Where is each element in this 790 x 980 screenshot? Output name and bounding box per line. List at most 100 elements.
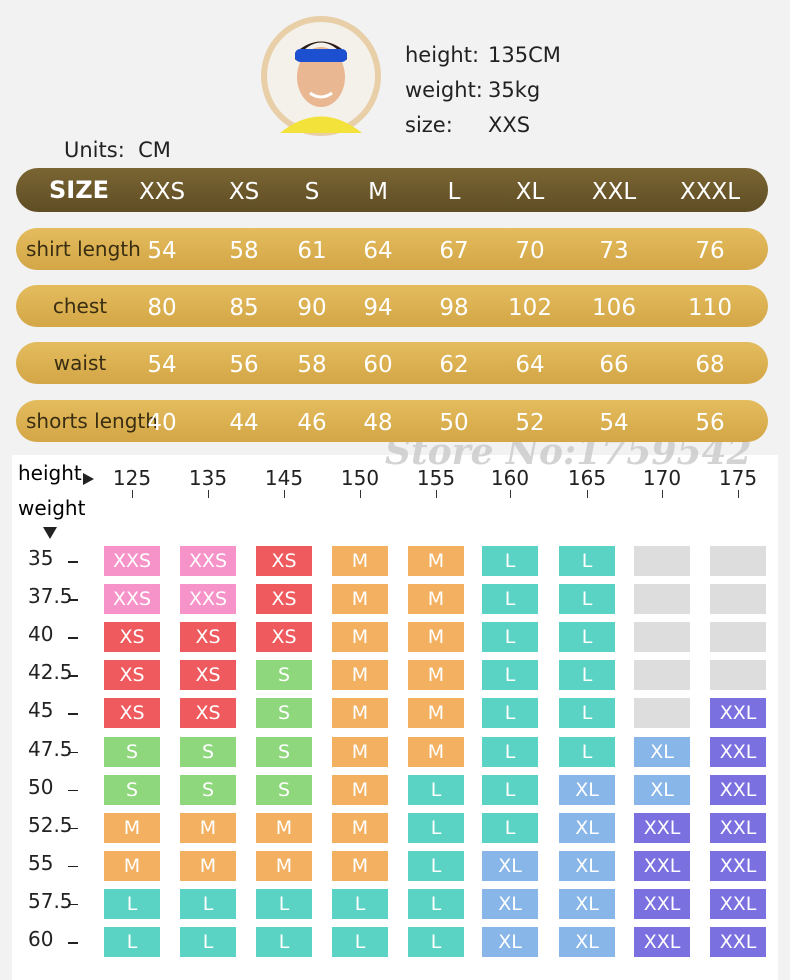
size-cell: M — [256, 812, 312, 843]
weight-value: 60 — [28, 927, 54, 951]
measure: 46 — [297, 410, 327, 436]
size-cell: L — [256, 927, 312, 957]
size-cell: XS — [256, 546, 312, 576]
measure: 58 — [229, 238, 259, 264]
dash — [68, 675, 78, 677]
row-name: shorts length — [26, 409, 158, 433]
size-cell: XS — [104, 622, 160, 653]
measure: 73 — [599, 238, 629, 264]
dash — [68, 827, 78, 830]
size-cell: L — [408, 927, 464, 957]
height-value: 135 — [188, 466, 228, 490]
dash — [68, 789, 78, 792]
model-value: 135CM — [488, 43, 561, 67]
size-cell: XL — [559, 888, 615, 919]
size-cell: L — [482, 622, 538, 653]
height-value: 155 — [416, 466, 456, 490]
weight-value: 52.5 — [28, 812, 73, 837]
weight-value: 50 — [28, 774, 54, 799]
height-value: 125 — [112, 466, 152, 490]
weight-value: 57.5 — [28, 888, 73, 913]
measure: 110 — [688, 295, 732, 321]
size-cell: XL — [559, 850, 615, 881]
size-cell: M — [332, 546, 388, 576]
tick — [510, 490, 511, 498]
size-cell: XXL — [710, 774, 766, 805]
model-value: 35kg — [488, 78, 541, 102]
size-cell: XS — [180, 660, 236, 691]
size-cell: XS — [104, 660, 160, 691]
size-cell: M — [256, 850, 312, 881]
size-cell: M — [332, 736, 388, 767]
measure: 56 — [229, 352, 259, 378]
height-value: 170 — [642, 466, 682, 490]
size-cell: XS — [256, 622, 312, 653]
size-cell: L — [332, 888, 388, 919]
measure: 90 — [297, 295, 327, 321]
model-value: XXS — [488, 113, 531, 137]
height-value: 165 — [567, 466, 607, 490]
row-name: chest — [52, 294, 108, 318]
measure: 76 — [695, 238, 725, 264]
size-cell — [634, 698, 690, 729]
size-name: L — [447, 179, 461, 205]
measure: 67 — [439, 238, 469, 264]
size-name: S — [304, 179, 320, 205]
row-name: waist — [53, 351, 107, 375]
size-name: XS — [228, 179, 260, 205]
measure: 54 — [599, 410, 629, 436]
size-cell: M — [104, 812, 160, 843]
measure: 60 — [363, 352, 393, 378]
size-cell: L — [180, 888, 236, 919]
measure: 58 — [297, 352, 327, 378]
height-label: height — [18, 461, 82, 485]
size-cell: XL — [482, 927, 538, 957]
row-bar — [16, 342, 768, 384]
size-cell: XXS — [180, 546, 236, 576]
size-cell: XS — [256, 584, 312, 615]
size-cell: L — [482, 584, 538, 615]
height-value: 145 — [264, 466, 304, 490]
tick — [208, 490, 209, 498]
size-name: M — [368, 179, 388, 205]
measure: 40 — [147, 410, 177, 436]
size-cell: S — [180, 736, 236, 767]
size-cell: XXL — [710, 812, 766, 843]
size-cell — [634, 546, 690, 576]
size-cell: L — [482, 546, 538, 576]
size-cell — [710, 660, 766, 691]
row-bar — [16, 400, 768, 442]
size-cell: XL — [634, 774, 690, 805]
size-cell: S — [256, 774, 312, 805]
measure: 68 — [695, 352, 725, 378]
size-cell: M — [104, 850, 160, 881]
tick — [284, 490, 285, 498]
size-cell: XXL — [710, 888, 766, 919]
weight-value: 40 — [28, 622, 54, 647]
tick — [738, 490, 739, 498]
size-cell: M — [332, 774, 388, 805]
size-cell: M — [408, 546, 464, 576]
measure: 80 — [147, 295, 177, 321]
size-cell: S — [180, 774, 236, 805]
row-bar — [16, 228, 768, 270]
right-arrow — [83, 473, 94, 485]
size-cell: L — [482, 812, 538, 843]
size-cell: XS — [180, 698, 236, 729]
dash — [68, 942, 78, 944]
size-cell: XL — [482, 888, 538, 919]
measure: 106 — [592, 295, 636, 321]
size-cell — [634, 622, 690, 653]
header-title: SIZE — [48, 176, 110, 204]
size-cell: XL — [559, 774, 615, 805]
measure: 54 — [147, 352, 177, 378]
size-cell — [710, 622, 766, 653]
size-cell: L — [256, 888, 312, 919]
weight-value: 47.5 — [28, 736, 73, 761]
dash — [68, 903, 78, 906]
weight-value: 45 — [28, 698, 54, 723]
size-cell: XXS — [180, 584, 236, 615]
size-cell — [634, 660, 690, 691]
size-cell: XXL — [710, 927, 766, 957]
size-cell: L — [559, 698, 615, 729]
